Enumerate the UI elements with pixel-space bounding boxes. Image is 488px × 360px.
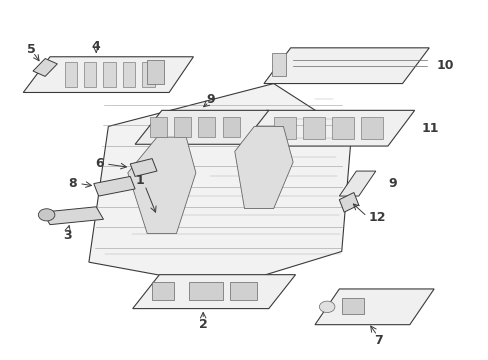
Polygon shape <box>314 289 433 325</box>
Polygon shape <box>273 117 295 139</box>
Polygon shape <box>152 282 174 300</box>
Polygon shape <box>33 59 57 76</box>
Polygon shape <box>339 171 375 196</box>
Polygon shape <box>174 117 191 137</box>
Polygon shape <box>361 117 382 139</box>
Polygon shape <box>147 60 164 84</box>
Text: 9: 9 <box>206 93 214 106</box>
Polygon shape <box>84 62 96 87</box>
Polygon shape <box>42 207 103 225</box>
Text: 3: 3 <box>62 229 71 242</box>
Polygon shape <box>23 57 193 93</box>
Text: 6: 6 <box>95 157 103 170</box>
Text: 12: 12 <box>368 211 385 224</box>
Text: 7: 7 <box>373 334 382 347</box>
Polygon shape <box>103 62 116 87</box>
Polygon shape <box>94 176 135 196</box>
Polygon shape <box>188 282 222 300</box>
Text: 8: 8 <box>68 177 77 190</box>
Polygon shape <box>302 117 324 139</box>
Text: 2: 2 <box>199 318 207 331</box>
Polygon shape <box>64 62 77 87</box>
Circle shape <box>38 209 55 221</box>
Text: 10: 10 <box>436 59 453 72</box>
Polygon shape <box>239 111 414 146</box>
Polygon shape <box>135 111 268 144</box>
Polygon shape <box>89 84 351 287</box>
Text: 5: 5 <box>27 43 36 56</box>
Polygon shape <box>132 275 295 309</box>
Text: 4: 4 <box>92 40 101 53</box>
Polygon shape <box>264 48 428 84</box>
Polygon shape <box>198 117 215 137</box>
Text: 11: 11 <box>421 122 439 135</box>
Text: 9: 9 <box>387 177 396 190</box>
Polygon shape <box>331 117 353 139</box>
Polygon shape <box>149 117 166 137</box>
Circle shape <box>319 301 334 312</box>
Polygon shape <box>271 53 285 76</box>
Polygon shape <box>341 298 363 314</box>
Polygon shape <box>222 117 239 137</box>
Polygon shape <box>130 158 157 176</box>
Polygon shape <box>122 62 135 87</box>
Polygon shape <box>234 126 292 208</box>
Text: 1: 1 <box>135 174 144 186</box>
Polygon shape <box>142 62 154 87</box>
Polygon shape <box>229 282 256 300</box>
Polygon shape <box>339 193 358 212</box>
Polygon shape <box>127 137 196 234</box>
